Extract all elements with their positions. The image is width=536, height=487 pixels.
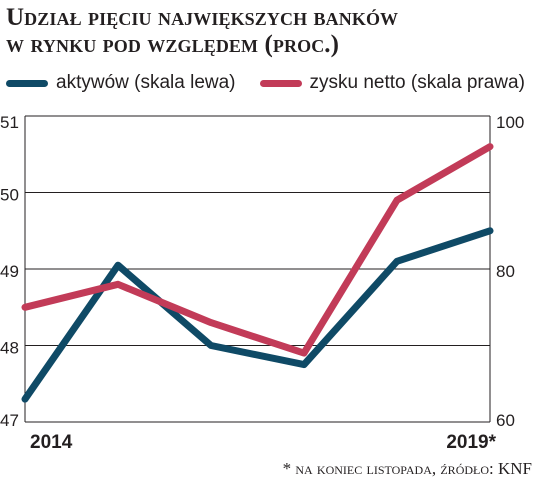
right-tick-label: 100: [496, 113, 524, 132]
legend-label-profit: zysku netto (skala prawa): [309, 72, 525, 93]
left-tick-label: 49: [0, 262, 19, 281]
legend-swatch-assets: [6, 79, 48, 87]
series-line-assets: [21, 227, 494, 403]
series-line-profit: [21, 143, 494, 357]
legend: aktywów (skala lewa) zysku netto (skala …: [6, 68, 525, 98]
legend-item-profit: zysku netto (skala prawa): [259, 72, 525, 94]
legend-label-assets: aktywów (skala lewa): [56, 72, 236, 93]
chart-title: Udział pięciu największych banków w rynk…: [6, 4, 534, 58]
title-line-1: Udział pięciu największych banków: [6, 4, 399, 31]
footnote: * na koniec listopada, źródło: KNF: [282, 459, 532, 478]
left-tick-label: 51: [0, 113, 19, 132]
right-tick-label: 80: [496, 262, 515, 281]
left-tick-label: 48: [0, 339, 19, 358]
title-line-2: w rynku pod względem (proc.): [6, 31, 340, 58]
x-tick-label: 2014: [30, 432, 73, 453]
left-tick-label: 50: [0, 186, 19, 205]
right-tick-label: 60: [496, 411, 515, 430]
legend-item-assets: aktywów (skala lewa): [6, 72, 236, 94]
x-tick-label: 2019*: [446, 432, 496, 453]
legend-swatch-profit: [259, 79, 302, 87]
left-tick-label: 47: [0, 411, 19, 430]
